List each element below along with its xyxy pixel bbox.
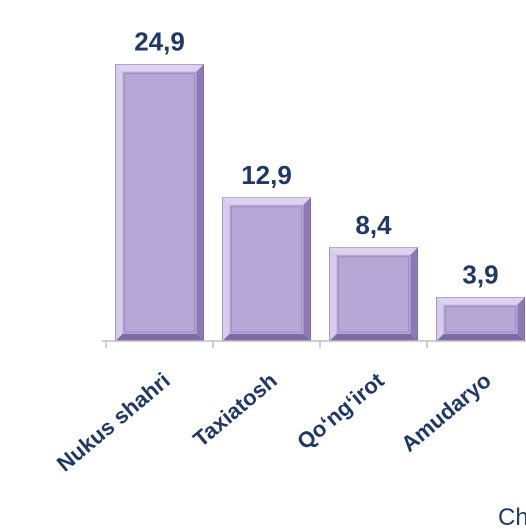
clipped-corner-text: Ch bbox=[498, 504, 526, 529]
value-label: 3,9 bbox=[462, 260, 498, 290]
bar-bevel-right bbox=[303, 197, 311, 341]
bar-bevel-bottom bbox=[329, 334, 418, 341]
category-label: Taxiatosh bbox=[188, 368, 281, 452]
bar-bevel-left bbox=[436, 297, 444, 341]
bar-bevel-top bbox=[436, 297, 525, 305]
bar bbox=[115, 64, 204, 342]
category-labels: Nukus shahri Taxiatosh Qo‘ng‘irot Amudaryo bbox=[52, 367, 496, 476]
category-label: Qo‘ng‘irot bbox=[292, 367, 389, 454]
bar-body bbox=[115, 64, 204, 342]
category-label: Nukus shahri bbox=[52, 368, 175, 477]
category-label: Amudaryo bbox=[396, 368, 495, 457]
bar bbox=[222, 197, 311, 342]
bar-body bbox=[436, 297, 525, 342]
value-label: 12,9 bbox=[241, 160, 292, 190]
bar-bevel-left bbox=[329, 247, 337, 341]
bar-bevel-right bbox=[410, 247, 418, 341]
bar-bevel-top bbox=[222, 197, 311, 205]
bar-inner-panel bbox=[445, 306, 516, 333]
bar-bevel-bottom bbox=[115, 334, 204, 341]
bar-bevel-top bbox=[115, 64, 204, 72]
value-label: 8,4 bbox=[355, 210, 392, 240]
bars-layer bbox=[115, 64, 525, 342]
x-axis bbox=[102, 340, 526, 348]
bar-bevel-bottom bbox=[436, 334, 525, 341]
bar-inner-panel bbox=[231, 206, 302, 333]
bar-bevel-bottom bbox=[222, 334, 311, 341]
bar-inner-panel bbox=[338, 256, 409, 333]
bar-bevel-left bbox=[115, 64, 123, 342]
value-label: 24,9 bbox=[134, 27, 185, 57]
bar-inner-panel bbox=[124, 73, 195, 333]
bar-bevel-right bbox=[196, 64, 204, 342]
bar bbox=[436, 297, 525, 342]
bar-bevel-left bbox=[222, 197, 230, 341]
bar-bevel-right bbox=[517, 297, 525, 341]
bar-bevel-top bbox=[329, 247, 418, 255]
bar bbox=[329, 247, 418, 342]
bar-body bbox=[329, 247, 418, 342]
bar-body bbox=[222, 197, 311, 342]
value-labels: 24,9 12,9 8,4 3,9 bbox=[134, 27, 498, 290]
